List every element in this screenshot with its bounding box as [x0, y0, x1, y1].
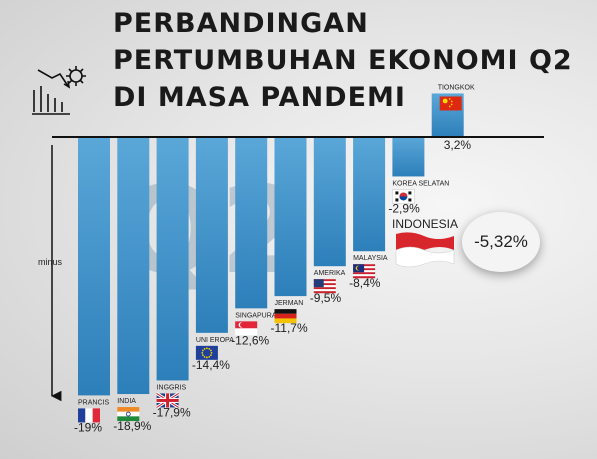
- category-label-uni-eropa: UNI EROPA: [196, 337, 234, 344]
- category-label-prancis: PRANCIS: [78, 399, 109, 406]
- malaysia-flag-icon: [353, 264, 376, 279]
- bar-jerman: [274, 137, 307, 297]
- category-label-singapura: SINGAPURA: [235, 312, 277, 319]
- value-label-prancis: -19%: [74, 420, 102, 434]
- title-line-2: PERTUMBUHAN EKONOMI Q2: [113, 45, 573, 76]
- value-label-tiongkok: 3,2%: [444, 138, 472, 152]
- value-label-uni-eropa: -14,4%: [192, 358, 230, 372]
- indonesia-flag-icon: [395, 232, 455, 268]
- header-icon: [32, 66, 86, 115]
- bar-malaysia: [353, 137, 386, 252]
- value-label-india: -18,9%: [113, 419, 151, 433]
- indonesia-label: INDONESIA: [392, 217, 459, 231]
- category-label-malaysia: MALAYSIA: [353, 255, 388, 262]
- bar-inggris: [156, 137, 189, 381]
- category-label-inggris: INGGRIS: [157, 384, 187, 391]
- indonesia-value-badge: -5,32%: [462, 212, 540, 272]
- value-label-amerika: -9,5%: [310, 291, 342, 305]
- value-label-inggris: -17,9%: [153, 405, 191, 419]
- bar-uni-eropa: [195, 137, 228, 333]
- value-label-korea-selatan: -2,9%: [388, 201, 420, 215]
- value-label-malaysia: -8,4%: [349, 276, 381, 290]
- singapore-flag-icon: [235, 321, 258, 336]
- south-korea-flag-icon: [392, 189, 415, 204]
- title-line-3: DI MASA PANDEMI: [113, 82, 406, 113]
- category-label-jerman: JERMAN: [275, 300, 304, 307]
- india-flag-icon: [117, 407, 140, 422]
- category-label-india: INDIA: [117, 398, 136, 405]
- category-label-amerika: AMERIKA: [314, 270, 346, 277]
- germany-flag-icon: [274, 309, 297, 324]
- bar-amerika: [313, 137, 346, 267]
- bar-korea-selatan: [392, 137, 425, 177]
- bar-prancis: [78, 137, 110, 396]
- value-label-singapura: -12,6%: [231, 333, 269, 347]
- labels-layer: PRANCIS -19% INDIA -18,9% INGGRIS -17,9% UNI E…: [74, 84, 475, 434]
- category-label-korea-selatan: KOREA SELATAN: [392, 180, 449, 187]
- bars-layer: [78, 93, 464, 396]
- title-line-1: PERBANDINGAN: [113, 8, 369, 39]
- axis-note-minus: minus: [38, 257, 63, 267]
- france-flag-icon: [78, 408, 100, 423]
- category-label-tiongkok: TIONGKOK: [438, 84, 475, 91]
- china-flag-icon: [439, 96, 462, 111]
- value-label-jerman: -11,7%: [271, 321, 308, 335]
- usa-flag-icon: [313, 279, 336, 294]
- bar-india: [117, 137, 150, 395]
- bar-singapura: [235, 137, 268, 309]
- uk-flag-icon: [155, 392, 180, 409]
- eu-flag-icon: [195, 345, 218, 360]
